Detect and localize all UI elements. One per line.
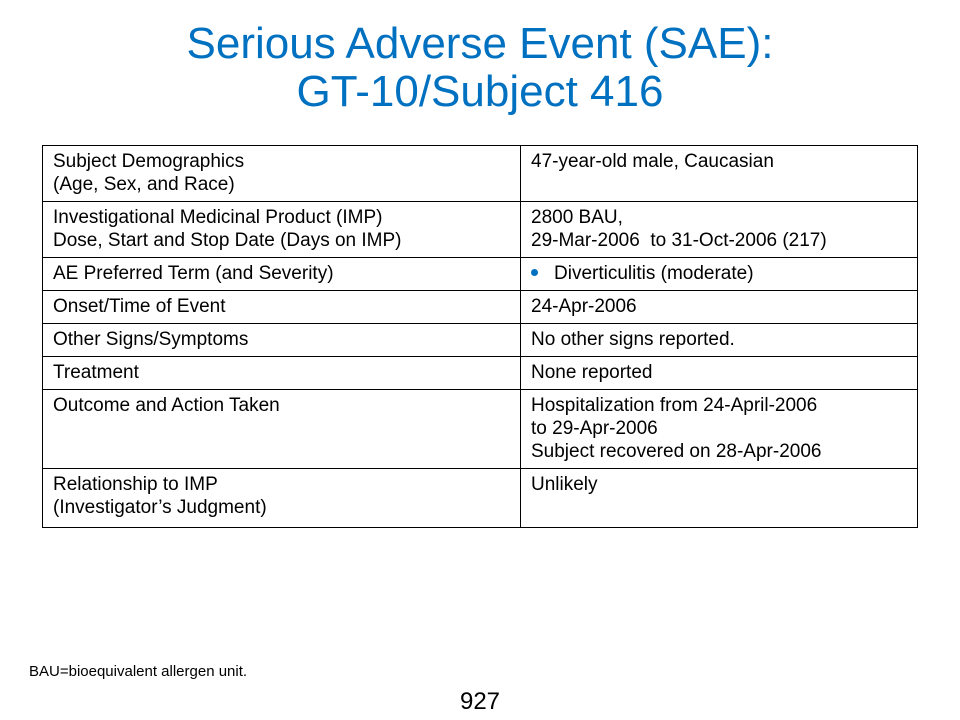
row-value-line: Diverticulitis (moderate)	[531, 262, 907, 285]
table-row-onset: Onset/Time of Event 24-Apr-2006	[42, 290, 918, 324]
slide-title: Serious Adverse Event (SAE): GT-10/Subje…	[0, 20, 960, 116]
row-value: Diverticulitis (moderate)	[520, 257, 918, 291]
page-number: 927	[459, 688, 501, 715]
row-value-line: 47-year-old male, Caucasian	[531, 151, 774, 172]
row-value-line: 2800 BAU,	[531, 207, 623, 228]
table-row-imp-dose: Investigational Medicinal Product (IMP) …	[42, 201, 918, 258]
row-label-line: Subject Demographics	[53, 151, 245, 172]
row-label-line: Other Signs/Symptoms	[53, 329, 249, 350]
row-value-line: No other signs reported.	[531, 329, 735, 350]
row-value: 47-year-old male, Caucasian	[520, 145, 918, 202]
row-label-line: Outcome and Action Taken	[53, 395, 280, 416]
table-row-demographics: Subject Demographics (Age, Sex, and Race…	[42, 145, 918, 202]
row-label-line: Onset/Time of Event	[53, 296, 226, 317]
bullet-icon	[531, 269, 538, 277]
row-value: Hospitalization from 24-April-2006 to 29…	[520, 389, 918, 469]
row-label-line: Relationship to IMP	[53, 474, 218, 495]
row-value: 24-Apr-2006	[520, 290, 918, 324]
row-value-line: 29-Mar-2006 to 31-Oct-2006 (217)	[531, 230, 827, 251]
row-label: Other Signs/Symptoms	[42, 323, 521, 357]
row-label-line: (Age, Sex, and Race)	[53, 174, 235, 195]
row-label: AE Preferred Term (and Severity)	[42, 257, 521, 291]
row-label: Treatment	[42, 356, 521, 390]
table-row-treatment: Treatment None reported	[42, 356, 918, 390]
table-row-ae-term: AE Preferred Term (and Severity) Diverti…	[42, 257, 918, 291]
row-label-line: Treatment	[53, 362, 139, 383]
row-label: Subject Demographics (Age, Sex, and Race…	[42, 145, 521, 202]
row-label-line: AE Preferred Term (and Severity)	[53, 263, 334, 284]
footnote: BAU=bioequivalent allergen unit.	[29, 663, 248, 680]
row-value-line: None reported	[531, 362, 653, 383]
row-value-line: Unlikely	[531, 474, 598, 495]
bullet-text: Diverticulitis (moderate)	[554, 263, 754, 284]
row-label-line: Investigational Medicinal Product (IMP)	[53, 207, 383, 228]
sae-table: Subject Demographics (Age, Sex, and Race…	[42, 145, 918, 528]
row-label-line: (Investigator’s Judgment)	[53, 497, 267, 518]
row-value-line: to 29-Apr-2006	[531, 418, 658, 439]
slide-title-line-2: GT-10/Subject 416	[296, 67, 664, 116]
row-label: Investigational Medicinal Product (IMP) …	[42, 201, 521, 258]
row-value: 2800 BAU, 29-Mar-2006 to 31-Oct-2006 (21…	[520, 201, 918, 258]
row-value: None reported	[520, 356, 918, 390]
row-label: Relationship to IMP (Investigator’s Judg…	[42, 468, 521, 528]
table-row-other-signs: Other Signs/Symptoms No other signs repo…	[42, 323, 918, 357]
table-row-outcome: Outcome and Action Taken Hospitalization…	[42, 389, 918, 469]
row-label-line: Dose, Start and Stop Date (Days on IMP)	[53, 230, 402, 251]
row-value: No other signs reported.	[520, 323, 918, 357]
table-row-relationship: Relationship to IMP (Investigator’s Judg…	[42, 468, 918, 528]
slide-title-line-1: Serious Adverse Event (SAE):	[186, 19, 774, 68]
row-value: Unlikely	[520, 468, 918, 528]
row-label: Outcome and Action Taken	[42, 389, 521, 469]
row-value-line: Hospitalization from 24-April-2006	[531, 395, 818, 416]
row-label: Onset/Time of Event	[42, 290, 521, 324]
row-value-line: Subject recovered on 28-Apr-2006	[531, 441, 822, 462]
row-value-line: 24-Apr-2006	[531, 296, 637, 317]
